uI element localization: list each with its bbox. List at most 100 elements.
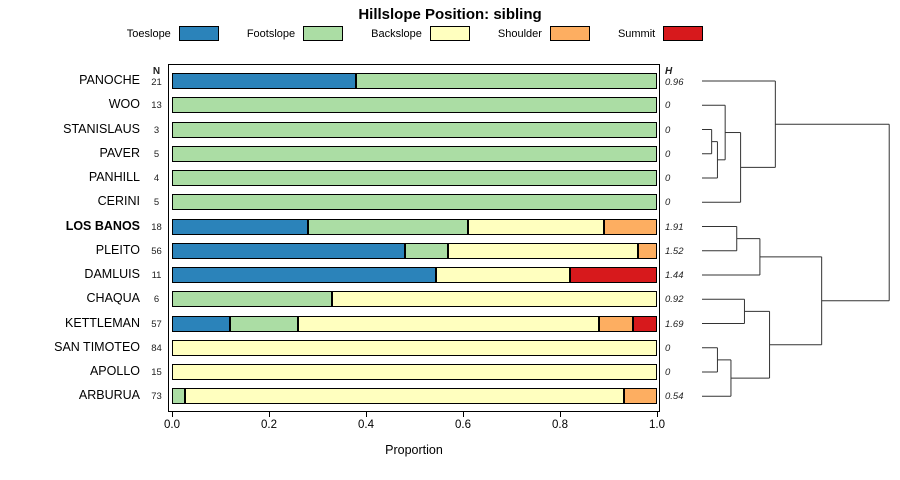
x-tick-label: 0.4 (358, 419, 374, 431)
bar-row (172, 388, 657, 405)
x-tick (172, 412, 173, 417)
bar-row (172, 267, 657, 283)
h-number: 0.96 (665, 77, 684, 88)
bar-segment-toeslope (172, 315, 231, 332)
bar-segment-toeslope (172, 242, 405, 259)
n-value: 5 (153, 148, 160, 160)
legend-swatch-summit-icon (663, 26, 704, 41)
n-number: 21 (151, 77, 162, 88)
x-tick-label: 0.8 (552, 419, 568, 431)
n-value: 3 (153, 124, 160, 136)
row-label: DAMLUIS (84, 267, 140, 281)
h-value: 0 (665, 100, 671, 112)
bar-segment-backslope (448, 242, 638, 259)
n-value: 73 (151, 391, 162, 403)
bar-row (172, 218, 657, 235)
x-tick (366, 412, 367, 417)
n-value: N 21 (143, 66, 170, 88)
h-value: 0 (665, 367, 671, 378)
h-value: 0 (665, 342, 671, 354)
legend-swatch-shoulder-icon (549, 26, 590, 41)
row-label: CERINI (97, 194, 140, 209)
x-tick (463, 412, 464, 417)
legend-label: Backslope (371, 27, 422, 40)
bar-segment-toeslope (172, 218, 308, 235)
legend-item: Footslope (246, 26, 344, 41)
bar-segment-footslope (172, 170, 657, 186)
n-value: 84 (151, 342, 162, 354)
bar-row (172, 364, 657, 380)
bar-segment-toeslope (172, 73, 357, 89)
h-value: 0.54 (665, 391, 684, 403)
n-value: 11 (151, 270, 162, 281)
bar-row (172, 194, 657, 211)
legend-item: Backslope (371, 26, 470, 41)
bar-segment-footslope (172, 291, 333, 308)
row-label: ARBURUA (78, 388, 140, 403)
legend: Toeslope Footslope Backslope Shoulder Summit (0, 26, 830, 41)
bar-segment-summit (569, 267, 657, 283)
h-value: 1.52 (665, 245, 684, 257)
bar-segment-footslope (172, 194, 657, 211)
x-axis-label: Proportion (385, 443, 443, 457)
h-value: 1.69 (665, 318, 684, 330)
bar-segment-shoulder (624, 388, 657, 405)
h-value: 0 (665, 148, 671, 160)
row-label: APOLLO (89, 364, 140, 378)
h-value: 1.44 (665, 270, 684, 281)
row-label: PAVER (99, 145, 140, 160)
n-value: 6 (153, 294, 160, 306)
x-tick-label: 0.6 (455, 419, 471, 431)
bar-segment-backslope (298, 315, 599, 332)
bar-segment-footslope (307, 218, 468, 235)
n-column-header: N (152, 66, 161, 77)
bar-row (172, 315, 657, 332)
legend-label: Footslope (246, 27, 296, 40)
n-value: 56 (151, 245, 162, 257)
bar-segment-backslope (436, 267, 570, 283)
bar-segment-backslope (172, 339, 657, 356)
legend-swatch-backslope-icon (429, 26, 470, 41)
h-value: 1.91 (665, 221, 684, 233)
row-label: PLEITO (95, 242, 140, 257)
legend-item: Toeslope (127, 26, 219, 41)
h-value: 0 (665, 124, 671, 136)
x-tick (657, 412, 658, 417)
chart-title: Hillslope Position: sibling (358, 6, 542, 23)
n-value: 13 (151, 100, 162, 112)
bar-segment-footslope (172, 121, 657, 138)
bar-row (172, 145, 657, 162)
bar-segment-toeslope (172, 267, 437, 283)
bar-segment-backslope (172, 364, 657, 380)
x-tick-label: 0.0 (164, 419, 180, 431)
row-label: WOO (108, 97, 140, 112)
n-value: 4 (153, 173, 160, 184)
bar-segment-footslope (172, 388, 186, 405)
bar-segment-backslope (332, 291, 657, 308)
bar-row (172, 170, 657, 186)
bar-row (172, 121, 657, 138)
h-value: 0 (665, 173, 671, 184)
row-label: KETTLEMAN (64, 315, 140, 330)
legend-label: Toeslope (126, 27, 171, 40)
n-value: 15 (151, 367, 162, 378)
legend-swatch-footslope-icon (303, 26, 344, 41)
row-label: PANOCHE (79, 73, 140, 87)
bar-segment-footslope (172, 97, 657, 114)
x-tick-label: 0.2 (261, 419, 277, 431)
row-label: SAN TIMOTEO (54, 339, 140, 354)
plot-area (168, 64, 660, 412)
legend-swatch-toeslope-icon (178, 26, 219, 41)
x-tick-label: 1.0 (649, 419, 665, 431)
bar-segment-backslope (185, 388, 625, 405)
bar-segment-footslope (404, 242, 449, 259)
bar-row (172, 339, 657, 356)
n-value: 18 (151, 221, 162, 233)
bar-row (172, 242, 657, 259)
row-label: CHAQUA (86, 291, 140, 306)
row-label: PANHILL (88, 170, 140, 184)
bar-segment-shoulder (598, 315, 633, 332)
row-label: STANISLAUS (63, 121, 140, 136)
bar-segment-shoulder (603, 218, 657, 235)
